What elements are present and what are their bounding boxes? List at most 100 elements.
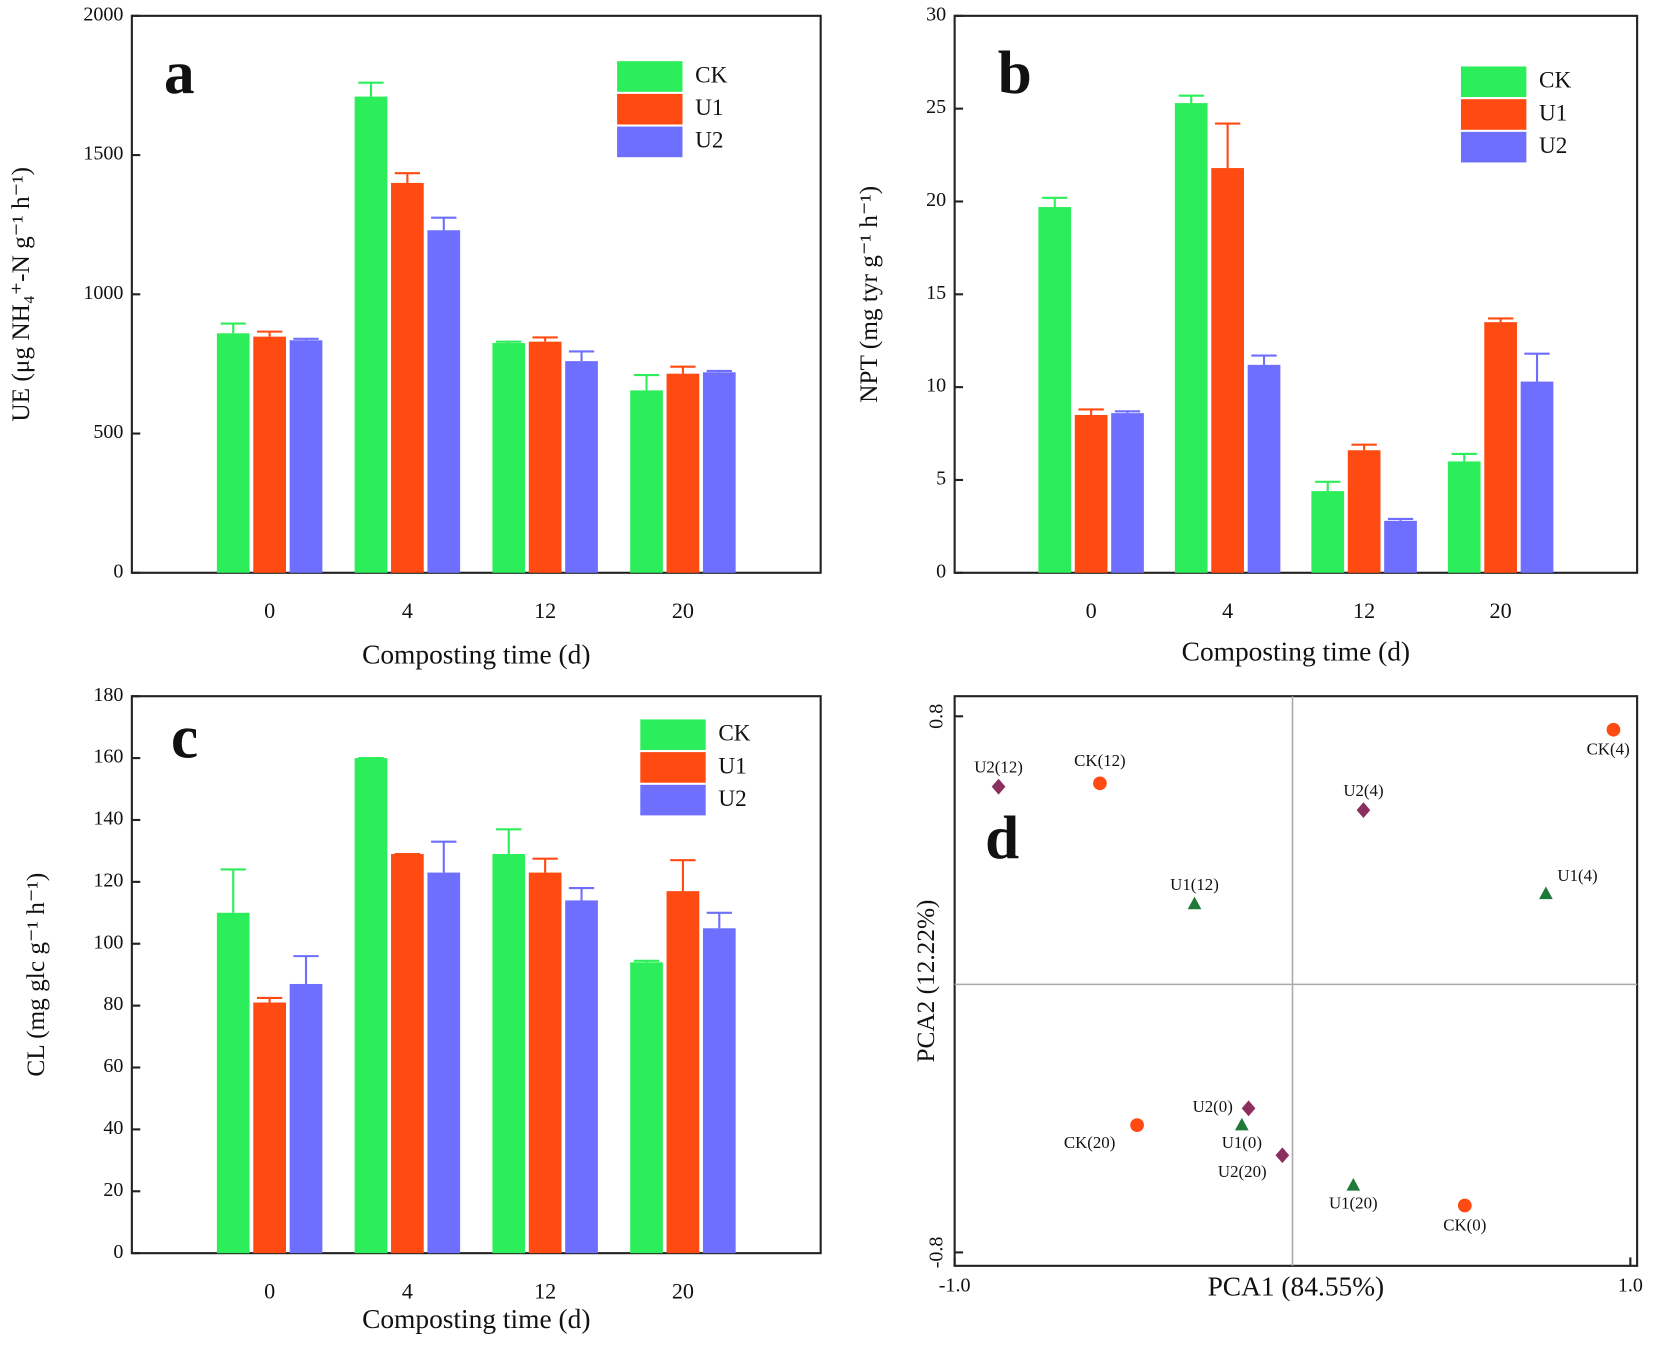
legend-label: U1 [718,753,746,779]
x-tick-label: 0 [1086,598,1097,623]
point [1356,802,1371,819]
bar [1520,381,1554,573]
y-tick-label: 180 [93,684,123,706]
y-tick-label: 140 [93,808,123,830]
legend-label: CK [1539,68,1571,94]
bar [289,340,323,573]
x-tick-label: 0 [264,598,275,623]
bar [528,341,562,573]
bar [1311,491,1345,573]
point [1275,1147,1290,1164]
legend-label: CK [718,721,750,747]
plot-frame [953,695,1639,1267]
x-axis-title: PCA1 (84.55%) [1208,1271,1385,1301]
bar [492,854,526,1254]
bar [1038,207,1072,573]
legend-label: U2 [718,786,746,812]
x-tick-label: 4 [402,598,413,623]
y-tick-label: 0 [113,1241,123,1263]
panel-letter: d [985,804,1019,872]
bar [289,983,323,1254]
y-tick-label: -0.8 [925,1237,947,1269]
y-tick-label: 1500 [83,143,123,165]
y-tick-label: 20 [103,1179,123,1201]
bar [354,758,388,1254]
point [1346,1178,1361,1191]
legend-label: U1 [1539,100,1567,126]
y-tick-label: 1000 [83,282,123,304]
y-tick-label: 30 [926,3,946,25]
bar [1211,168,1244,573]
point-label: U2(12) [974,758,1023,777]
y-tick-label: 25 [926,96,946,118]
legend-swatch [640,784,706,816]
x-tick-label: 0 [264,1278,275,1303]
y-axis-title: NPT (mg tyr g⁻¹ h⁻¹) [855,186,883,403]
x-tick-label: -1.0 [939,1275,971,1297]
x-tick-label: 4 [1222,598,1233,623]
point [1234,1117,1249,1131]
bar [565,361,598,573]
bar [216,912,250,1254]
point [1241,1100,1256,1117]
legend-label: U2 [1539,133,1567,159]
legend-label: U1 [695,95,723,121]
y-tick-label: 15 [926,282,946,304]
point-label: CK(12) [1074,751,1126,770]
point [1606,722,1621,737]
bar [427,872,461,1254]
legend-swatch [1460,131,1527,163]
point-label: U1(12) [1170,875,1219,894]
x-tick-label: 12 [1353,598,1375,623]
y-tick-label: 0.8 [925,704,947,729]
y-axis-title: UE (μg NH₄⁺-N g⁻¹ h⁻¹) [7,167,35,422]
bar [1347,450,1381,573]
bar [666,891,700,1254]
x-tick-label: 12 [534,598,556,623]
point-label: U1(20) [1329,1193,1378,1212]
bar [528,872,562,1254]
point [1130,1118,1144,1132]
legend-label: CK [695,62,727,88]
bar [391,854,424,1254]
y-axis-title: PCA2 (12.22%) [912,899,940,1062]
point-label: CK(20) [1064,1133,1116,1152]
bar [702,372,736,573]
y-tick-label: 10 [926,375,946,397]
bar [427,230,461,573]
bar [666,373,700,573]
panel-letter: a [164,39,195,107]
x-tick-label: 20 [1490,598,1512,623]
bar [1484,322,1517,573]
x-axis-title: Composting time (d) [362,639,590,669]
point [991,778,1006,795]
point-label: U2(20) [1218,1162,1267,1181]
bar [1174,103,1208,573]
x-tick-label: 4 [402,1278,413,1303]
bar [354,96,388,573]
point-label: U2(4) [1343,781,1383,800]
bar [492,343,526,573]
x-tick-label: 20 [672,598,694,623]
plot-frame [130,695,822,1255]
bar [253,336,286,573]
point-label: CK(0) [1443,1215,1486,1234]
x-axis-title: Composting time (d) [1182,636,1410,666]
y-tick-label: 80 [103,993,123,1015]
legend-swatch [617,61,683,92]
y-tick-label: 5 [936,468,946,490]
y-tick-label: 0 [936,560,946,582]
bar [630,962,663,1254]
panel-letter: b [998,39,1032,107]
point [1093,776,1107,791]
y-tick-label: 120 [93,869,123,891]
y-tick-label: 2000 [83,3,123,25]
y-axis-title: CL (mg glc g⁻¹ h⁻¹) [22,873,50,1077]
bar [1384,520,1417,573]
bar [1247,364,1281,573]
legend-swatch [640,752,706,783]
bar [216,333,250,573]
point [1187,896,1202,910]
bar [1074,414,1108,573]
